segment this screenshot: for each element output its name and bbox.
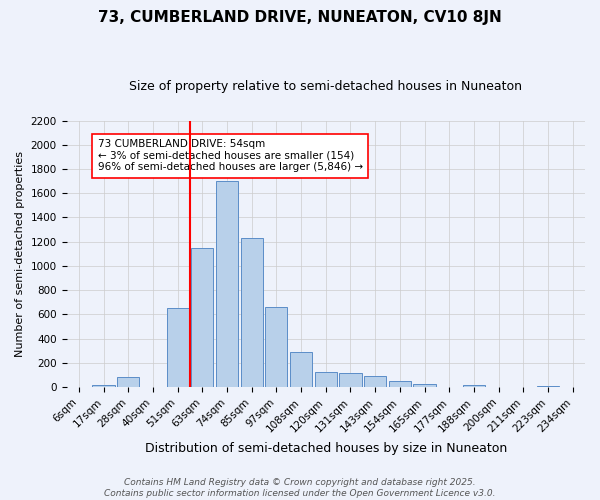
Bar — [364, 376, 386, 387]
Text: Contains HM Land Registry data © Crown copyright and database right 2025.
Contai: Contains HM Land Registry data © Crown c… — [104, 478, 496, 498]
Bar — [216, 181, 238, 387]
Bar — [92, 386, 115, 387]
Bar — [463, 386, 485, 387]
Bar — [389, 381, 411, 387]
Bar — [290, 352, 312, 387]
Bar — [413, 384, 436, 387]
Text: 73 CUMBERLAND DRIVE: 54sqm
← 3% of semi-detached houses are smaller (154)
96% of: 73 CUMBERLAND DRIVE: 54sqm ← 3% of semi-… — [98, 139, 363, 172]
Bar — [191, 248, 214, 387]
Y-axis label: Number of semi-detached properties: Number of semi-detached properties — [15, 151, 25, 357]
Bar — [314, 372, 337, 387]
Bar — [537, 386, 559, 387]
Bar — [265, 306, 287, 387]
Text: 73, CUMBERLAND DRIVE, NUNEATON, CV10 8JN: 73, CUMBERLAND DRIVE, NUNEATON, CV10 8JN — [98, 10, 502, 25]
Bar — [117, 378, 139, 387]
Bar — [167, 308, 189, 387]
X-axis label: Distribution of semi-detached houses by size in Nuneaton: Distribution of semi-detached houses by … — [145, 442, 507, 455]
Bar — [241, 238, 263, 387]
Bar — [340, 372, 362, 387]
Title: Size of property relative to semi-detached houses in Nuneaton: Size of property relative to semi-detach… — [129, 80, 522, 93]
